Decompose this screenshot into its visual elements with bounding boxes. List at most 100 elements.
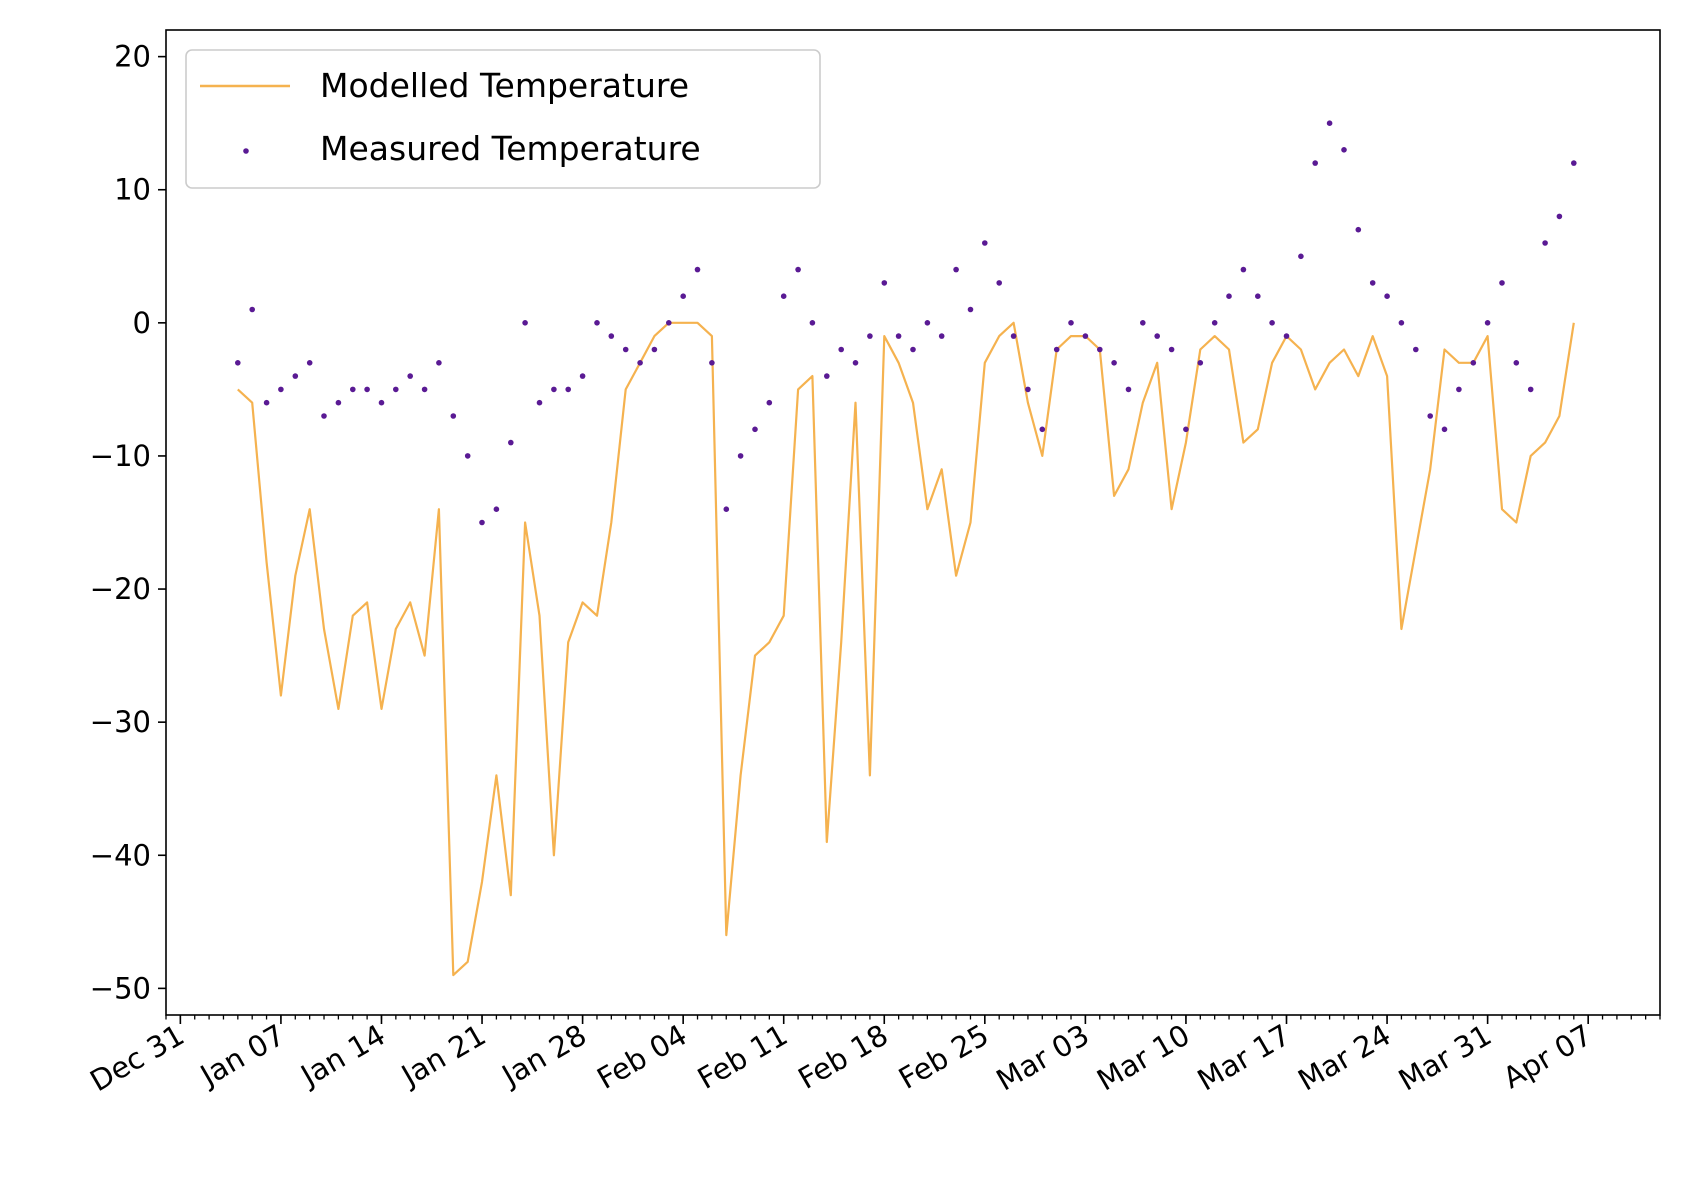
measured-temperature-point <box>1470 360 1477 366</box>
measured-temperature-point <box>364 386 370 393</box>
measured-temperature-point <box>464 453 471 459</box>
measured-temperature-point <box>1168 346 1175 353</box>
measured-temperature-point <box>1341 147 1347 153</box>
legend: Modelled Temperature Measured Temperatur… <box>185 49 821 189</box>
y-tick-label: −20 <box>90 572 151 606</box>
measured-temperature-point <box>1183 426 1189 433</box>
measured-temperature-point <box>1082 333 1089 339</box>
measured-temperature-point <box>666 320 672 326</box>
measured-temperature-point <box>838 346 844 353</box>
measured-temperature-point <box>1197 360 1204 366</box>
measured-temperature-point <box>1355 226 1362 233</box>
measured-temperature-point <box>1025 386 1031 393</box>
measured-temperature-point <box>350 386 356 393</box>
measured-temperature-point <box>1326 120 1333 126</box>
measured-temperature-point <box>1542 240 1548 246</box>
measured-temperature-point <box>306 360 313 366</box>
measured-temperature-point <box>1140 320 1146 326</box>
y-tick-label: −40 <box>90 838 151 872</box>
measured-temperature-point <box>551 386 557 393</box>
measured-temperature-point <box>1240 266 1247 273</box>
measured-temperature-point <box>881 280 888 286</box>
measured-temperature-point <box>1283 333 1290 339</box>
measured-temperature-point <box>450 413 457 419</box>
measured-temperature-point <box>594 320 600 326</box>
measured-temperature-point <box>522 320 528 326</box>
y-tick-label: 10 <box>114 173 151 207</box>
measured-temperature-point <box>1226 293 1232 300</box>
measured-temperature-point <box>752 426 758 433</box>
measured-temperature-point <box>1010 333 1017 339</box>
y-axis: 20 10 0 −10 −20 −30 −40 −50 <box>90 40 166 1005</box>
legend-dot-swatch <box>243 148 249 154</box>
measured-temperature-point <box>924 320 931 326</box>
measured-temperature-point <box>1125 386 1132 393</box>
measured-temperature-point <box>1556 213 1563 220</box>
legend-box <box>185 49 821 189</box>
measured-temperature-point <box>335 399 342 406</box>
y-tick-label: 20 <box>114 40 151 74</box>
measured-temperature-point <box>1039 426 1046 433</box>
series-layer <box>235 120 1577 977</box>
measured-temperature-point <box>235 360 241 366</box>
measured-temperature-point <box>407 373 414 379</box>
measured-temperature-point <box>1369 280 1376 286</box>
measured-temperature-point <box>1571 160 1577 166</box>
measured-temperature-point <box>436 360 442 366</box>
measured-temperature-point <box>824 373 830 379</box>
measured-temperature-point <box>766 399 773 406</box>
measured-temperature-point <box>536 399 543 406</box>
measured-temperature-point <box>1398 320 1405 326</box>
measured-temperature-point <box>493 506 500 512</box>
measured-temperature-point <box>321 413 327 419</box>
measured-temperature-point <box>996 280 1002 286</box>
measured-temperature-point <box>967 306 974 313</box>
measured-temperature-point <box>982 240 988 246</box>
measured-temperature-point <box>1111 360 1117 366</box>
measured-temperature-point <box>953 266 959 273</box>
measured-temperature-point <box>1053 346 1060 353</box>
measured-temperature-point <box>565 386 571 393</box>
measured-temperature-point <box>680 293 686 300</box>
y-tick-label: 0 <box>133 306 151 340</box>
y-tick-label: −50 <box>90 971 151 1005</box>
measured-temperature-point <box>508 439 514 446</box>
measured-temperature-point <box>637 360 643 366</box>
measured-temperature-point <box>867 333 873 339</box>
measured-temperature-point <box>780 293 787 300</box>
measured-temperature-point <box>378 399 385 406</box>
measured-temperature-point <box>1441 426 1448 433</box>
measured-temperature-point <box>249 306 255 313</box>
measured-temperature-point <box>1413 346 1419 353</box>
legend-label-measured: Measured Temperature <box>320 129 701 168</box>
measured-temperature-point <box>1097 346 1103 353</box>
measured-temperature-point <box>1269 320 1275 326</box>
measured-temperature-point <box>1298 253 1304 260</box>
measured-temperature-point <box>1456 386 1462 393</box>
measured-temperature-point <box>263 399 270 406</box>
measured-temperature-point <box>1484 320 1491 326</box>
measured-temperature-point <box>579 373 586 379</box>
measured-temperature-point <box>1154 333 1160 339</box>
y-tick-label: −30 <box>90 705 151 739</box>
modelled-temperature-line <box>237 321 1575 977</box>
measured-temperature-point <box>1068 320 1074 326</box>
measured-temperature-point <box>622 346 629 353</box>
measured-temperature-point <box>1499 280 1505 286</box>
measured-temperature-point <box>421 386 428 393</box>
measured-temperature-point <box>852 360 859 366</box>
measured-temperature-point <box>1384 293 1390 300</box>
measured-temperature-point <box>795 266 801 273</box>
measured-temperature-point <box>809 320 816 326</box>
measured-temperature-point <box>709 360 715 366</box>
plot-area <box>166 30 1660 1015</box>
measured-temperature-point <box>1211 320 1218 326</box>
measured-temperature-point <box>895 333 902 339</box>
measured-temperature-point <box>694 266 701 273</box>
measured-temperature-point <box>1427 413 1433 419</box>
measured-temperature-point <box>1255 293 1261 300</box>
measured-temperature-point <box>651 346 658 353</box>
legend-label-modelled: Modelled Temperature <box>320 66 689 105</box>
measured-temperature-point <box>723 506 730 512</box>
